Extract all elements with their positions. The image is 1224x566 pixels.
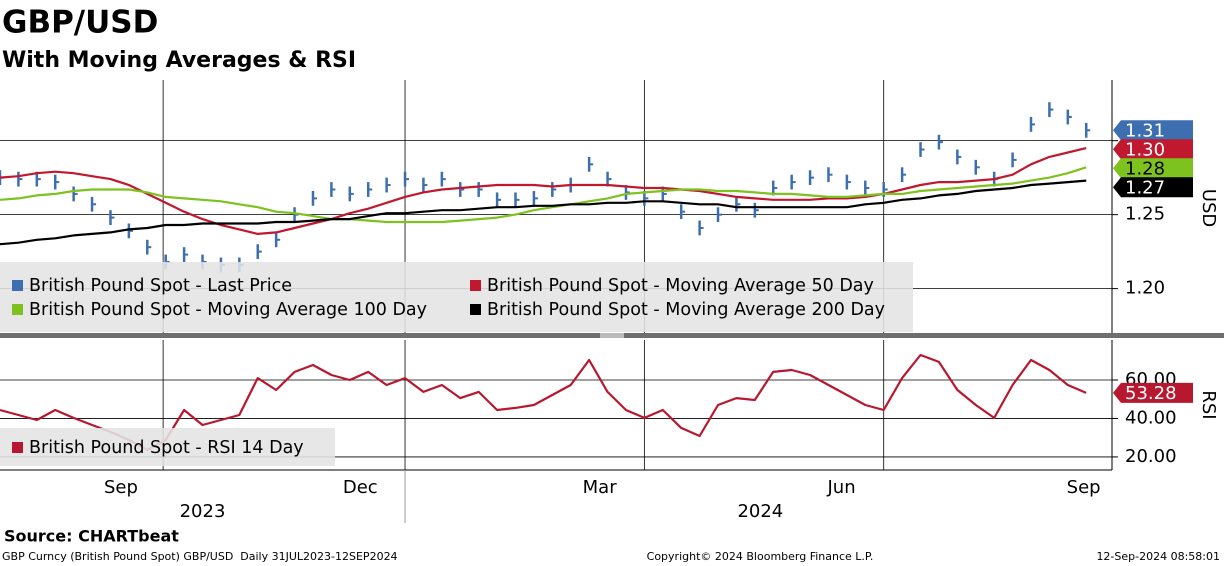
- chart-subtitle: With Moving Averages & RSI: [2, 48, 356, 73]
- legend-label: British Pound Spot - Last Price: [29, 276, 292, 296]
- legend: British Pound Spot - Last Price British P…: [12, 276, 885, 458]
- last-value-badge: [1113, 158, 1193, 179]
- legend-label: British Pound Spot - Moving Average 200 …: [487, 300, 885, 320]
- y-tick-label: 1.20: [1125, 278, 1165, 299]
- legend-swatch: [12, 280, 23, 291]
- footer-copyright: Copyright© 2024 Bloomberg Finance L.P.: [647, 550, 874, 563]
- source: Source: CHARTbeat: [4, 527, 179, 546]
- x-tick-label: Jun: [826, 477, 855, 498]
- year-label: 2024: [737, 501, 783, 522]
- legend-label: British Pound Spot - Moving Average 50 D…: [487, 276, 874, 296]
- x-tick-label: Sep: [104, 477, 138, 498]
- last-value-label: 53.28: [1125, 383, 1177, 404]
- footer-timestamp: 12-Sep-2024 08:58:01: [1096, 550, 1220, 563]
- y-tick-label: 40.00: [1125, 407, 1177, 428]
- legend-swatch: [470, 280, 481, 291]
- y-axis-label: USD: [1198, 189, 1219, 227]
- footer-description: GBP Curncy (British Pound Spot) GBP/USD …: [2, 550, 398, 563]
- year-label: 2023: [180, 501, 226, 522]
- series-line: [0, 179, 1087, 246]
- last-value-badge: [1113, 177, 1193, 198]
- legend-box: [0, 428, 335, 466]
- last-value-label: 1.27: [1125, 177, 1165, 198]
- x-tick-label: Dec: [343, 477, 378, 498]
- legend-swatch: [470, 304, 481, 315]
- series-line: [0, 166, 1087, 224]
- series-line: [0, 353, 1087, 452]
- series-line: [0, 147, 1087, 235]
- legend-swatch: [12, 442, 23, 453]
- last-value-badges: 1.311.301.281.27 53.28: [1113, 120, 1193, 404]
- legend-swatch: [12, 304, 23, 315]
- y-tick-label: 20.00: [1125, 446, 1177, 467]
- legend-box: [0, 262, 913, 332]
- last-value-badge: [1113, 139, 1193, 160]
- x-tick-label: Sep: [1067, 477, 1101, 498]
- last-value-label: 1.31: [1125, 120, 1165, 141]
- chart-title: GBP/USD: [2, 5, 158, 41]
- last-value-badge: [1113, 382, 1193, 403]
- last-value-label: 1.30: [1125, 139, 1165, 160]
- last-value-badge: [1113, 120, 1193, 141]
- x-tick-label: Mar: [583, 477, 618, 498]
- y-tick-label: 1.25: [1125, 204, 1165, 225]
- panel-divider-handle: [600, 333, 624, 338]
- marks: [0, 102, 1091, 452]
- legend-label: British Pound Spot - Moving Average 100 …: [29, 300, 427, 320]
- last-value-label: 1.28: [1125, 158, 1165, 179]
- y-axis-label: RSI: [1198, 390, 1219, 419]
- legend-label: British Pound Spot - RSI 14 Day: [29, 438, 304, 458]
